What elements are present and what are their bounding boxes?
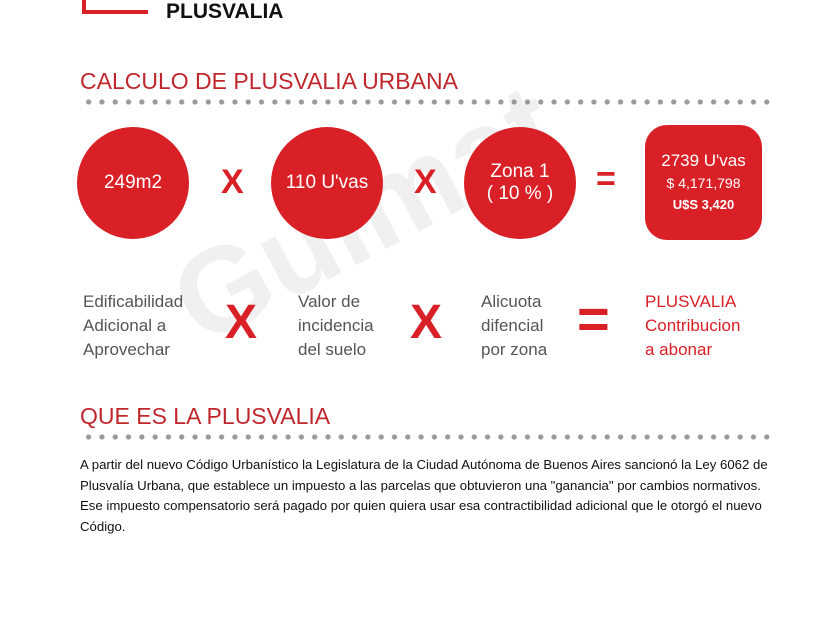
logo bbox=[82, 0, 148, 14]
label-valor-incidencia: Valor de incidencia del suelo bbox=[298, 290, 374, 362]
label-line: Alicuota bbox=[481, 292, 542, 311]
label-line: Edificabilidad bbox=[83, 292, 184, 311]
zona-percent: ( 10 % ) bbox=[486, 183, 554, 204]
equals-sign: = bbox=[596, 160, 616, 198]
label-line: Aprovechar bbox=[83, 340, 170, 359]
uvas-value: 110 U'vas bbox=[285, 172, 369, 193]
area-value: 249m2 bbox=[103, 172, 163, 193]
label-line: PLUSVALIA bbox=[645, 292, 737, 311]
label-edificabilidad: Edificabilidad Adicional a Aprovechar bbox=[83, 290, 183, 362]
times-sign: X bbox=[410, 296, 443, 349]
dotted-divider bbox=[82, 434, 772, 440]
about-heading: QUE ES LA PLUSVALIA bbox=[80, 403, 331, 429]
area-circle: 249m2 bbox=[77, 127, 189, 239]
result-pesos: $ 4,171,798 bbox=[666, 174, 741, 191]
dotted-divider bbox=[82, 99, 772, 105]
label-line: difencial bbox=[481, 316, 544, 335]
label-line: del suelo bbox=[298, 340, 367, 359]
label-line: a abonar bbox=[645, 340, 713, 359]
label-plusvalia: PLUSVALIA Contribucion a abonar bbox=[645, 290, 740, 362]
times-sign: X bbox=[414, 163, 437, 201]
label-line: Adicional a bbox=[83, 316, 167, 335]
label-line: incidencia bbox=[298, 316, 374, 335]
result-usd: U$S 3,420 bbox=[672, 196, 735, 212]
about-paragraph: A partir del nuevo Código Urbanístico la… bbox=[80, 457, 768, 534]
label-alicuota: Alicuota difencial por zona bbox=[481, 290, 547, 362]
calc-heading: CALCULO DE PLUSVALIA URBANA bbox=[80, 68, 458, 94]
times-sign: X bbox=[225, 296, 258, 349]
label-line: Valor de bbox=[298, 292, 361, 311]
zona-circle: Zona 1( 10 % ) bbox=[464, 127, 576, 239]
result-uvas: 2739 U'vas bbox=[661, 150, 746, 170]
result-box: 2739 U'vas $ 4,171,798 U$S 3,420 bbox=[645, 125, 762, 240]
equals-sign: = bbox=[577, 287, 610, 350]
page-title: PLUSVALIA bbox=[166, 0, 284, 23]
uvas-circle: 110 U'vas bbox=[271, 127, 383, 239]
zona-value: Zona 1 bbox=[490, 161, 550, 182]
label-line: Contribucion bbox=[645, 316, 741, 335]
label-line: por zona bbox=[481, 340, 548, 359]
times-sign: X bbox=[221, 163, 244, 201]
